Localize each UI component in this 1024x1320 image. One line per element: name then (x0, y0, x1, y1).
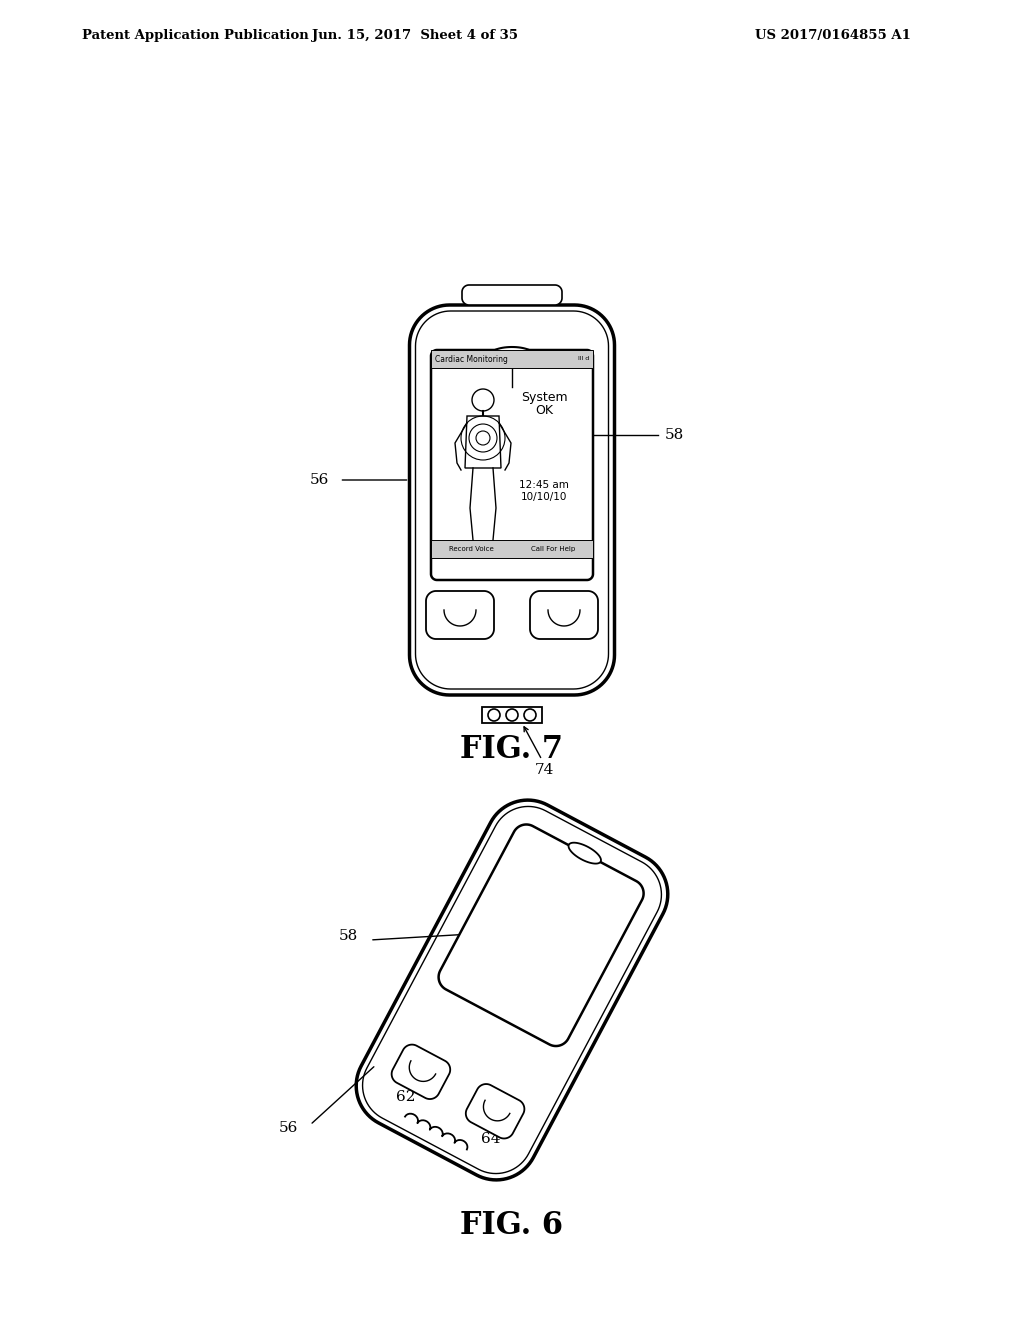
Polygon shape (490, 347, 534, 363)
Text: System: System (520, 391, 567, 404)
Text: FIG. 6: FIG. 6 (461, 1209, 563, 1241)
Polygon shape (426, 591, 494, 639)
Polygon shape (391, 1044, 451, 1100)
Polygon shape (530, 591, 598, 639)
Text: Record Voice: Record Voice (449, 546, 494, 552)
Polygon shape (462, 285, 562, 305)
Text: 58: 58 (339, 929, 358, 942)
Polygon shape (410, 305, 614, 696)
Bar (431, 540, 593, 558)
Polygon shape (431, 350, 593, 579)
Circle shape (472, 389, 494, 411)
Polygon shape (438, 825, 644, 1045)
Circle shape (506, 709, 518, 721)
Text: 56: 56 (310, 473, 330, 487)
Text: 56: 56 (279, 1121, 298, 1135)
Circle shape (524, 709, 536, 721)
Polygon shape (356, 800, 668, 1180)
Text: Patent Application Publication: Patent Application Publication (82, 29, 309, 41)
Polygon shape (466, 1084, 524, 1138)
Text: 72: 72 (503, 392, 521, 407)
Text: 58: 58 (665, 428, 684, 442)
Polygon shape (465, 416, 501, 469)
Polygon shape (568, 842, 601, 863)
Text: 64: 64 (481, 1133, 501, 1146)
Text: 12:45 am: 12:45 am (519, 480, 569, 490)
Text: US 2017/0164855 A1: US 2017/0164855 A1 (755, 29, 911, 41)
Bar (482, 708, 542, 723)
Text: Jun. 15, 2017  Sheet 4 of 35: Jun. 15, 2017 Sheet 4 of 35 (312, 29, 518, 41)
Circle shape (488, 709, 500, 721)
Text: 62: 62 (396, 1090, 416, 1104)
Text: OK: OK (535, 404, 553, 417)
Bar (431, 350, 593, 368)
Text: Cardiac Monitoring: Cardiac Monitoring (435, 355, 508, 363)
Text: FIG. 7: FIG. 7 (461, 734, 563, 766)
Text: lll d: lll d (578, 356, 589, 362)
Text: 10/10/10: 10/10/10 (521, 492, 567, 502)
Text: 74: 74 (535, 763, 554, 777)
Text: Call For Help: Call For Help (530, 546, 575, 552)
